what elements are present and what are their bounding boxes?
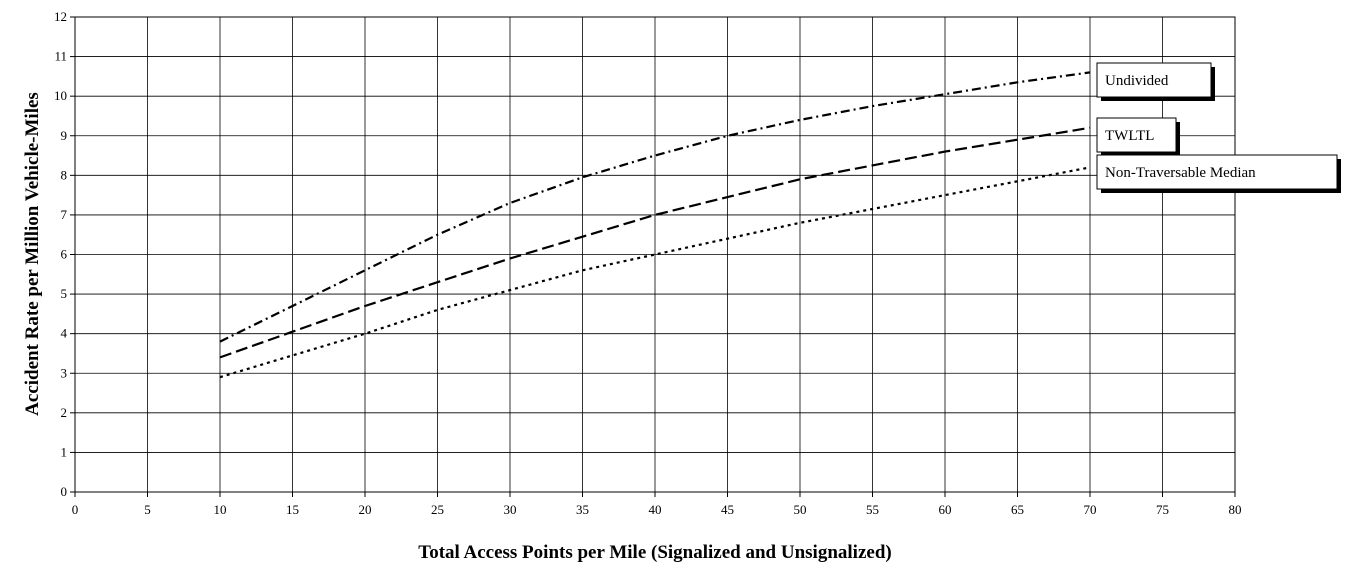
series-label-box: Undivided <box>1096 62 1215 101</box>
label-box <box>1096 62 1212 98</box>
label-box <box>1096 154 1338 190</box>
x-tick-label: 20 <box>359 502 372 517</box>
y-tick-label: 8 <box>61 167 68 182</box>
y-tick-label: 0 <box>61 484 68 499</box>
y-tick-label: 12 <box>54 9 67 24</box>
series-label-text: Non-Traversable Median <box>1105 165 1256 181</box>
x-tick-label: 35 <box>576 502 589 517</box>
x-tick-label: 80 <box>1229 502 1242 517</box>
y-tick-label: 9 <box>61 128 68 143</box>
series-lines <box>219 71 1091 379</box>
x-tick-label: 25 <box>431 502 444 517</box>
x-axis-title: Total Access Points per Mile (Signalized… <box>418 542 891 563</box>
y-tick-label: 6 <box>61 247 68 262</box>
x-tick-label: 15 <box>286 502 299 517</box>
y-axis-title: Accident Rate per Million Vehicle-Miles <box>22 92 43 416</box>
x-tick-label: 50 <box>794 502 807 517</box>
x-tick-label: 10 <box>214 502 227 517</box>
x-tick-label: 0 <box>72 502 79 517</box>
y-tick-label: 7 <box>61 207 68 222</box>
y-tick-label: 1 <box>61 444 68 459</box>
x-tick-label: 30 <box>504 502 517 517</box>
x-tick-label: 55 <box>866 502 879 517</box>
x-tick-label: 45 <box>721 502 734 517</box>
label-box <box>1096 117 1177 153</box>
series-label-text: Undivided <box>1105 73 1169 89</box>
series-line-twltl <box>219 126 1091 359</box>
x-tick-label: 75 <box>1156 502 1169 517</box>
y-tick-label: 2 <box>61 405 68 420</box>
y-tick-label: 4 <box>61 326 68 341</box>
y-tick-label: 11 <box>54 49 67 64</box>
series-label-box: TWLTL <box>1096 117 1180 156</box>
series-label-box: Non-Traversable Median <box>1096 154 1341 193</box>
x-tick-label: 70 <box>1084 502 1097 517</box>
series-labels: Undivided TWLTL Non-Traversable Median <box>1096 62 1341 193</box>
x-tick-label: 5 <box>144 502 151 517</box>
x-tick-label: 60 <box>939 502 952 517</box>
y-tick-label: 10 <box>54 88 67 103</box>
grid <box>75 17 1235 492</box>
y-tick-label: 3 <box>61 365 68 380</box>
y-tick-label: 5 <box>61 286 68 301</box>
x-tick-label: 40 <box>649 502 662 517</box>
axes: 0 5 10 15 20 25 30 35 40 45 50 55 60 65 70 75 8001234567… <box>54 9 1242 517</box>
x-tick-label: 65 <box>1011 502 1024 517</box>
series-label-text: TWLTL <box>1105 128 1154 144</box>
